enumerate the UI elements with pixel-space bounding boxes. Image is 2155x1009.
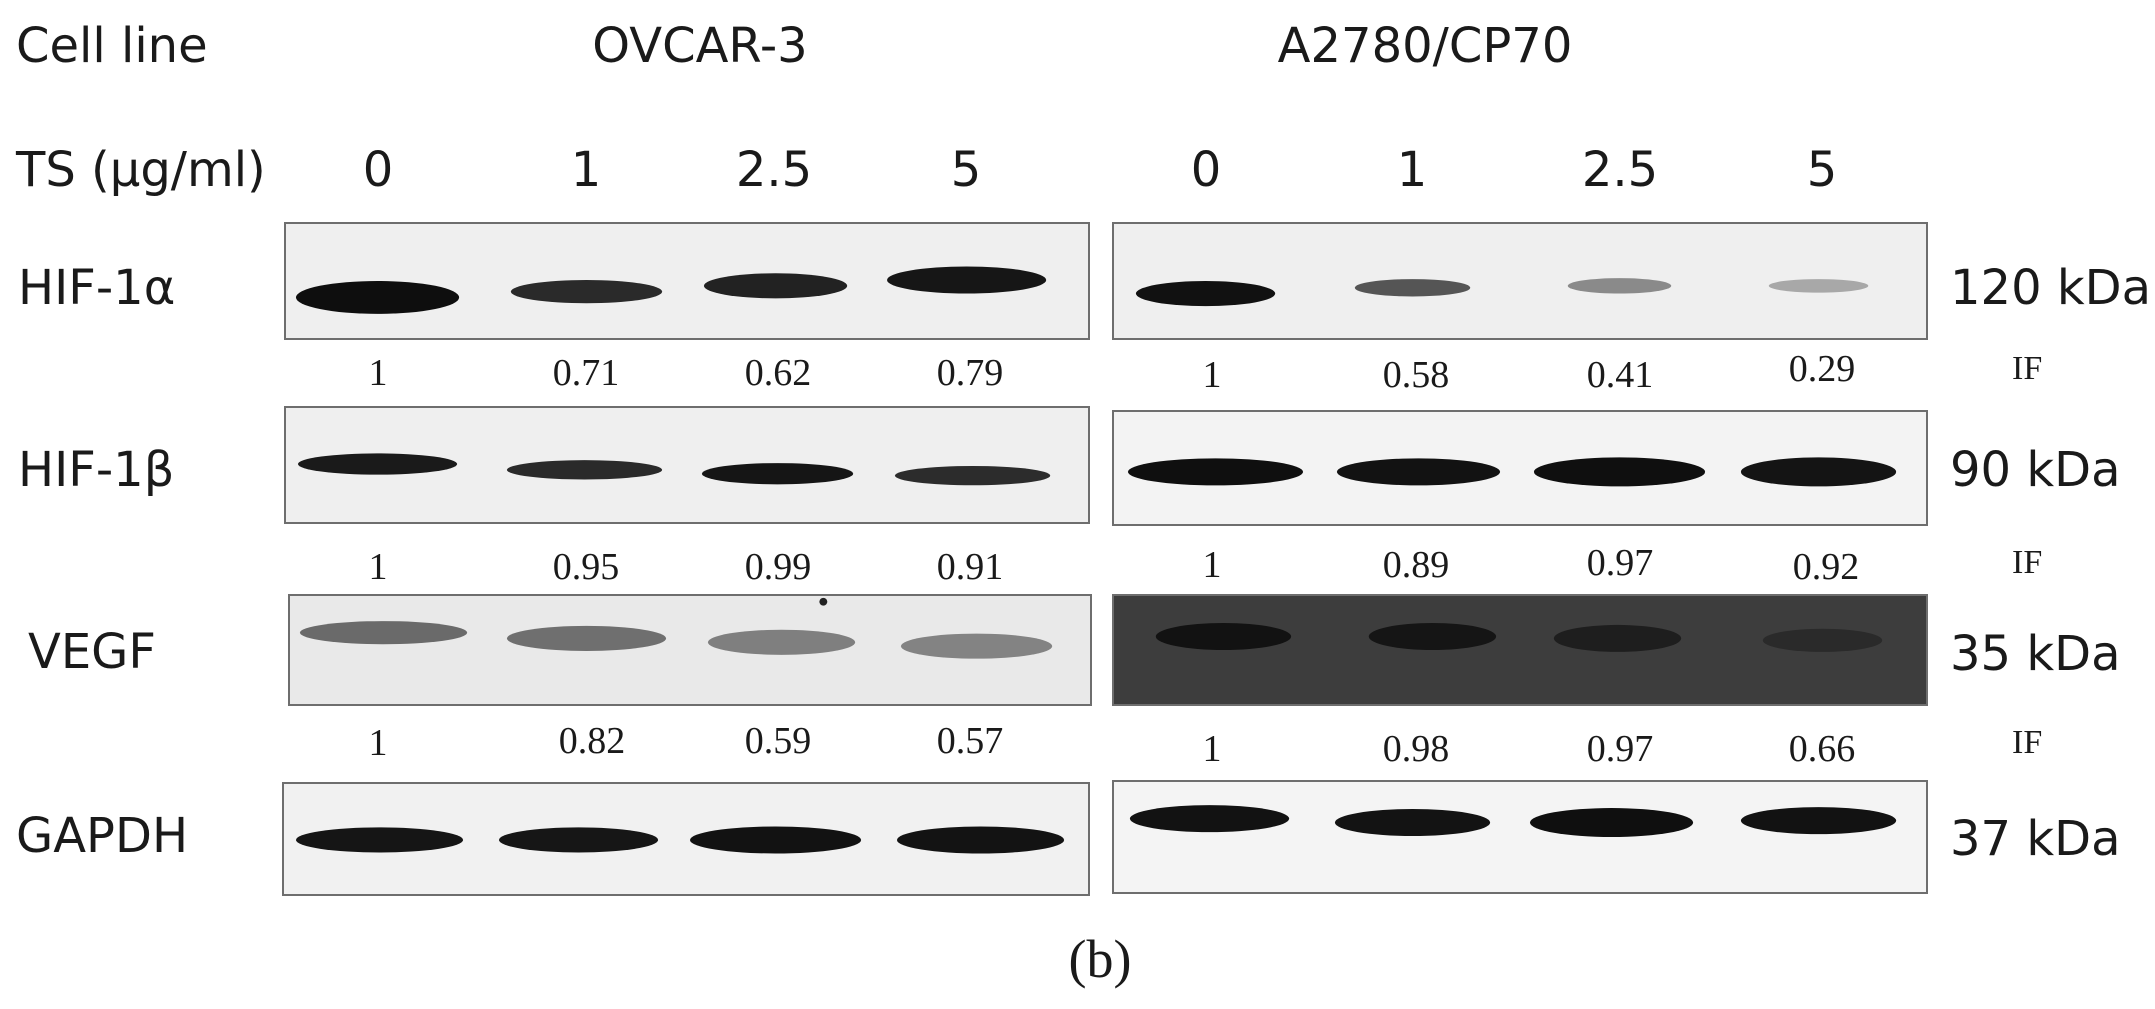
if-value: 0.97 bbox=[1586, 728, 1654, 770]
blot-hif1a-a2780cp70 bbox=[1112, 222, 1928, 340]
protein-label-hif1a: HIF-1α bbox=[18, 260, 176, 316]
blot-gapdh-ovcar3 bbox=[282, 782, 1090, 896]
if-value: 0.41 bbox=[1586, 354, 1654, 396]
if-label: IF bbox=[2012, 350, 2043, 387]
dose-label: 0 bbox=[1190, 142, 1222, 198]
blot-vegf-ovcar3 bbox=[288, 594, 1092, 706]
if-value: 0.62 bbox=[744, 352, 812, 394]
if-value: 0.89 bbox=[1382, 544, 1450, 586]
if-value: 0.58 bbox=[1382, 354, 1450, 396]
if-value: 0.57 bbox=[936, 720, 1004, 762]
protein-label-hif1b: HIF-1β bbox=[18, 442, 175, 498]
if-value: 1 bbox=[1202, 544, 1222, 586]
size-label-120kda: 120 kDa bbox=[1950, 260, 2152, 316]
if-label: IF bbox=[2012, 724, 2043, 761]
dose-label: 1 bbox=[570, 142, 602, 198]
figure-caption: (b) bbox=[1068, 929, 1132, 989]
if-value: 0.95 bbox=[552, 546, 620, 588]
size-label-35kda: 35 kDa bbox=[1950, 626, 2121, 682]
dose-label: 0 bbox=[362, 142, 394, 198]
dose-label: 5 bbox=[950, 142, 982, 198]
if-value: 1 bbox=[368, 546, 388, 588]
if-value: 0.59 bbox=[744, 720, 812, 762]
size-label-37kda: 37 kDa bbox=[1950, 811, 2121, 867]
dose-label: 2.5 bbox=[1581, 142, 1659, 198]
if-value: 0.79 bbox=[936, 352, 1004, 394]
if-value: 1 bbox=[1202, 354, 1222, 396]
if-value: 1 bbox=[368, 722, 388, 764]
protein-label-vegf: VEGF bbox=[28, 624, 156, 680]
ts-dose-label: TS (μg/ml) bbox=[16, 142, 266, 198]
blot-hif1a-ovcar3 bbox=[284, 222, 1090, 340]
dose-label: 1 bbox=[1396, 142, 1428, 198]
if-value: 0.91 bbox=[936, 546, 1004, 588]
blot-gapdh-a2780cp70 bbox=[1112, 780, 1928, 894]
if-label: IF bbox=[2012, 544, 2043, 581]
dose-label: 2.5 bbox=[735, 142, 813, 198]
dose-label: 5 bbox=[1806, 142, 1838, 198]
size-label-90kda: 90 kDa bbox=[1950, 442, 2121, 498]
if-value: 0.82 bbox=[558, 720, 626, 762]
protein-label-gapdh: GAPDH bbox=[16, 808, 189, 864]
blot-hif1b-a2780cp70 bbox=[1112, 410, 1928, 526]
if-value: 0.99 bbox=[744, 546, 812, 588]
if-value: 0.66 bbox=[1788, 728, 1856, 770]
cell-line-label: Cell line bbox=[16, 18, 208, 74]
group-title-a2780cp70: A2780/CP70 bbox=[1277, 18, 1573, 74]
if-value: 0.97 bbox=[1586, 542, 1654, 584]
if-value: 1 bbox=[1202, 728, 1222, 770]
if-value: 0.29 bbox=[1788, 348, 1856, 390]
if-value: 1 bbox=[368, 352, 388, 394]
blot-hif1b-ovcar3 bbox=[284, 406, 1090, 524]
if-value: 0.98 bbox=[1382, 728, 1450, 770]
if-value: 0.92 bbox=[1792, 546, 1860, 588]
group-title-ovcar3: OVCAR-3 bbox=[592, 18, 808, 74]
if-value: 0.71 bbox=[552, 352, 620, 394]
blot-vegf-a2780cp70 bbox=[1112, 594, 1928, 706]
